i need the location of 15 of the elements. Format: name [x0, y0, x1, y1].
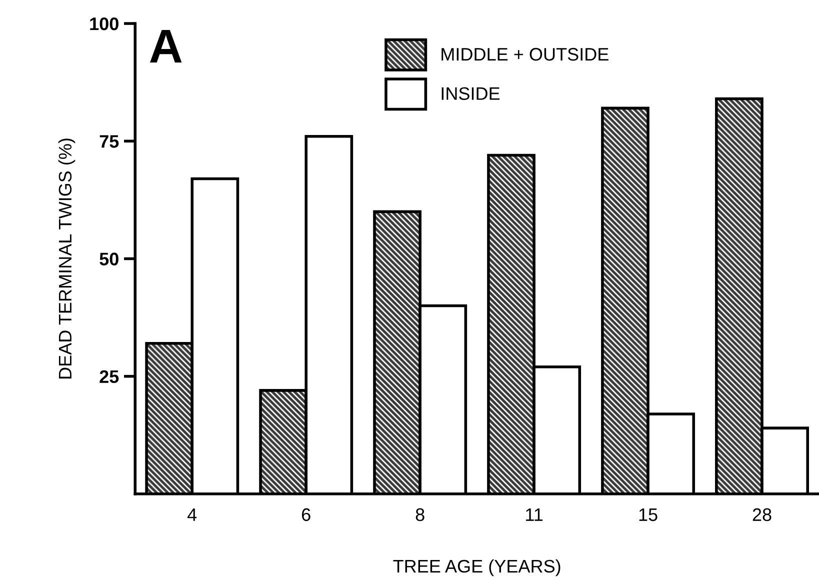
x-axis-title: TREE AGE (YEARS): [393, 559, 560, 576]
x-tick-label: 11: [526, 508, 543, 521]
y-axis-title: DEAD TERMINAL TWIGS (%): [58, 138, 76, 378]
y-tick-label: 75: [100, 135, 119, 148]
x-tick-label: 6: [302, 508, 310, 522]
legend-label: MIDDLE + OUTSIDE: [442, 48, 608, 61]
y-tick-label: 100: [90, 17, 118, 30]
x-tick-label: 15: [639, 508, 658, 522]
y-tick-label: 25: [100, 370, 119, 384]
chart-title: A: [150, 30, 182, 62]
legend-label: INSIDE: [442, 87, 500, 100]
x-tick-label: 4: [188, 508, 197, 521]
x-tick-label: 28: [752, 508, 772, 522]
y-tick-label: 50: [100, 252, 118, 266]
x-tick-label: 8: [416, 508, 424, 522]
